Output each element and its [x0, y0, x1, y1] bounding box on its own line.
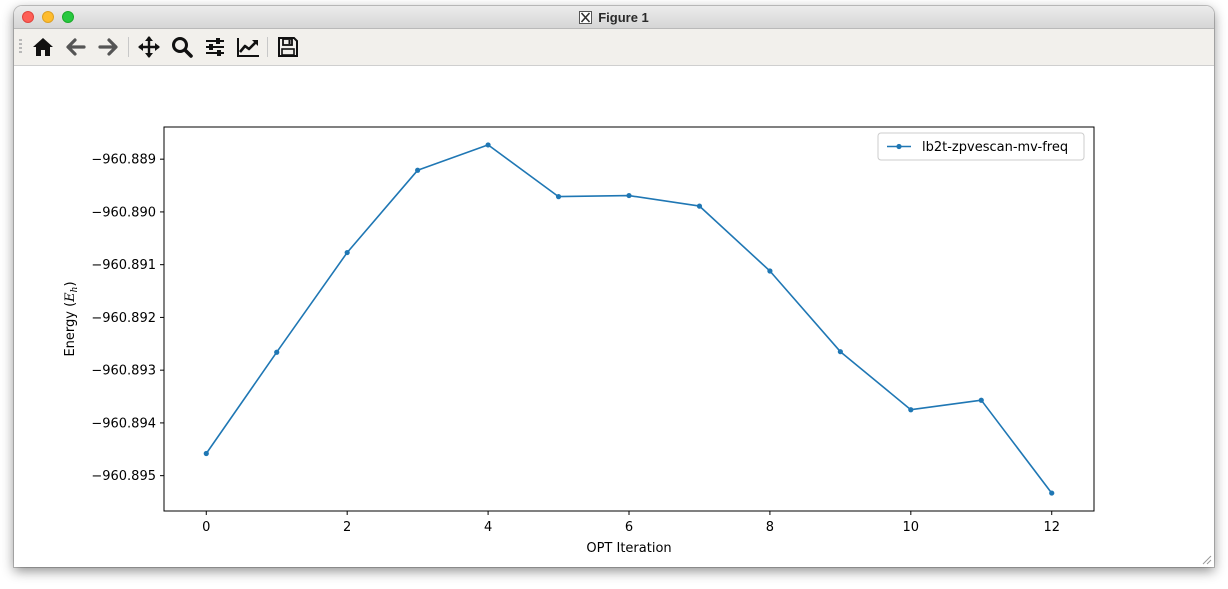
data-point [837, 349, 843, 355]
arrow-right-icon [98, 38, 118, 56]
x-tick-label: 6 [625, 520, 633, 535]
toolbar [14, 29, 1214, 66]
y-tick-label: −960.895 [91, 469, 156, 484]
toolbar-separator [267, 37, 268, 57]
back-button[interactable] [62, 33, 90, 61]
move-icon [138, 36, 160, 58]
zoom-button[interactable] [168, 33, 196, 61]
data-point [978, 397, 984, 403]
title-wrap: Figure 1 [14, 6, 1214, 28]
magnifier-icon [172, 37, 193, 58]
pan-button[interactable] [135, 33, 163, 61]
x-tick-label: 4 [484, 520, 492, 535]
y-tick-label: −960.893 [91, 364, 156, 379]
data-point [485, 142, 491, 148]
figure-canvas[interactable]: 0 2 4 6 8 10 12 −960.889 −960.890 −960.891 −960.89… [14, 66, 1214, 566]
x-tick-label: 2 [343, 520, 351, 535]
figure-window: Figure 1 [14, 6, 1214, 567]
toolbar-grip[interactable] [19, 39, 22, 55]
y-axis-label-symbol: E [63, 292, 78, 303]
y-tick-label: −960.892 [91, 311, 156, 326]
data-point [274, 349, 280, 355]
arrow-left-icon [66, 38, 86, 56]
minimize-button[interactable] [42, 11, 54, 23]
data-point [1049, 490, 1055, 496]
y-axis-label-prefix: Energy ( [63, 302, 78, 357]
sliders-icon [206, 38, 224, 56]
x-tick-label: 0 [202, 520, 210, 535]
window-title: Figure 1 [598, 9, 649, 25]
data-point [696, 203, 703, 209]
x-tick-label: 12 [1043, 520, 1060, 535]
x11-icon [579, 10, 593, 24]
legend-box [877, 132, 1085, 161]
y-axis-label: Energy (Eh) [63, 281, 80, 356]
data-point [767, 268, 773, 274]
configure-subplots-button[interactable] [201, 33, 229, 61]
resize-grip-icon[interactable] [1200, 553, 1212, 565]
legend-label: lb2t-zpvescan-mv-freq [922, 140, 1068, 155]
home-button[interactable] [29, 33, 57, 61]
y-tick-label: −960.889 [91, 153, 156, 168]
maximize-button[interactable] [62, 11, 74, 23]
y-tick-label: −960.894 [91, 416, 156, 431]
save-button[interactable] [274, 33, 302, 61]
data-point [626, 192, 632, 199]
close-button[interactable] [22, 11, 34, 23]
y-axis-label-subscript: h [70, 287, 80, 293]
axes-frame [163, 126, 1095, 512]
toolbar-separator [128, 37, 129, 57]
x-tick-label: 10 [903, 520, 920, 535]
line-chart-icon [237, 38, 259, 57]
y-tick-label: −960.891 [91, 258, 156, 273]
home-icon [33, 38, 53, 56]
edit-axis-button[interactable] [234, 33, 262, 61]
data-point [415, 167, 421, 173]
data-point [344, 249, 350, 256]
data-point [203, 450, 209, 457]
data-point [555, 194, 562, 200]
floppy-disk-icon [278, 37, 298, 57]
title-bar: Figure 1 [14, 6, 1214, 29]
legend-marker [896, 143, 902, 150]
x-tick-label: 8 [766, 520, 774, 535]
y-axis-label-suffix: ) [63, 281, 78, 286]
data-point [908, 407, 914, 413]
forward-button[interactable] [94, 33, 122, 61]
x-axis-label: OPT Iteration [586, 541, 671, 556]
y-tick-label: −960.890 [91, 205, 156, 220]
